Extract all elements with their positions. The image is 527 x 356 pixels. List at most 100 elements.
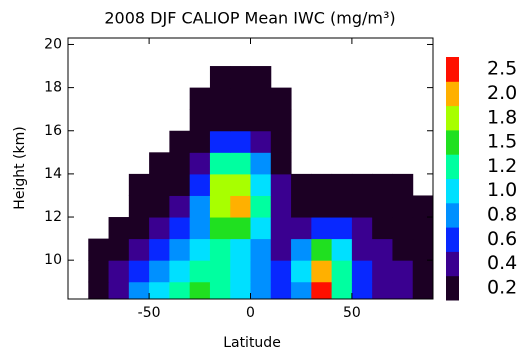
heat-cell	[270, 217, 292, 240]
heat-cell	[331, 173, 353, 196]
heat-cell	[230, 87, 251, 110]
heat-cell	[169, 238, 191, 261]
heat-cell	[209, 173, 231, 196]
colorbar-block	[446, 81, 459, 107]
heat-cell	[250, 109, 272, 132]
heat-cell	[149, 217, 170, 240]
heat-cell	[149, 195, 170, 218]
heat-cell	[250, 195, 272, 218]
heat-cell	[311, 238, 333, 261]
heat-cell	[351, 281, 373, 299]
heat-cell	[250, 281, 272, 299]
heat-cell	[108, 217, 130, 240]
heat-cell	[291, 217, 312, 240]
heat-cell	[169, 130, 191, 153]
heat-cell	[392, 260, 414, 283]
heat-cell	[189, 217, 211, 240]
heat-cell	[149, 152, 170, 175]
heat-cell	[209, 87, 231, 110]
x-tick-label: -50	[138, 305, 161, 321]
colorbar-block	[446, 105, 459, 131]
heat-cell	[412, 238, 433, 261]
heat-cell	[351, 238, 373, 261]
heat-cell	[270, 260, 292, 283]
heat-cell	[331, 195, 353, 218]
heat-cell	[331, 281, 353, 299]
heat-cell	[209, 260, 231, 283]
colorbar-label: 2.0	[487, 82, 517, 104]
heat-cell	[331, 260, 353, 283]
heat-cell	[372, 260, 393, 283]
heat-cell	[189, 238, 211, 261]
heat-cell	[209, 281, 231, 299]
colorbar-label: 0.2	[487, 276, 517, 298]
heat-cell	[392, 217, 414, 240]
heat-cell	[209, 217, 231, 240]
colorbar-block	[446, 154, 459, 179]
y-tick-label: 16	[44, 123, 62, 139]
heat-cell	[270, 130, 292, 153]
heat-cell	[392, 238, 414, 261]
heat-cell	[88, 260, 110, 283]
colorbar-block	[446, 178, 459, 204]
heat-cell	[291, 238, 312, 261]
heat-cell	[169, 195, 191, 218]
heat-cell	[270, 152, 292, 175]
heat-cell	[270, 109, 292, 132]
colorbar-block	[446, 129, 459, 155]
heat-cell	[372, 217, 393, 240]
heatmap	[88, 66, 433, 299]
y-tick-label: 14	[44, 166, 62, 182]
heat-cell	[372, 281, 393, 299]
heat-cell	[230, 281, 251, 299]
heat-cell	[169, 152, 191, 175]
x-axis-label: Latitude	[223, 335, 281, 351]
heat-cell	[169, 281, 191, 299]
heat-cell	[209, 66, 231, 89]
heat-cell	[412, 195, 433, 218]
heat-cell	[88, 238, 110, 261]
heat-cell	[412, 281, 433, 299]
heat-cell	[169, 260, 191, 283]
heat-cell	[250, 217, 272, 240]
heat-cell	[412, 260, 433, 283]
heat-cell	[311, 173, 333, 196]
heat-cell	[270, 238, 292, 261]
heat-cell	[230, 109, 251, 132]
heat-cell	[230, 130, 251, 153]
heat-cell	[351, 195, 373, 218]
heat-cell	[189, 152, 211, 175]
heat-cell	[230, 173, 251, 196]
colorbar-block	[446, 202, 459, 228]
heat-cell	[169, 217, 191, 240]
heat-cell	[250, 260, 272, 283]
heat-cell	[149, 281, 170, 299]
heat-cell	[291, 173, 312, 196]
heat-cell	[189, 173, 211, 196]
heat-cell	[250, 173, 272, 196]
heat-cell	[372, 195, 393, 218]
heat-cell	[108, 238, 130, 261]
heat-cell	[392, 195, 414, 218]
heat-cell	[250, 66, 272, 89]
heat-cell	[230, 66, 251, 89]
heat-cell	[209, 130, 231, 153]
colorbar-block	[446, 275, 459, 301]
heat-cell	[128, 217, 150, 240]
colorbar-block	[446, 227, 459, 252]
heat-cell	[169, 173, 191, 196]
y-axis-label: Height (km)	[12, 126, 28, 209]
heat-cell	[128, 238, 150, 261]
y-tick-label: 10	[44, 252, 62, 268]
heat-cell	[351, 173, 373, 196]
heat-cell	[189, 281, 211, 299]
heat-cell	[270, 87, 292, 110]
heat-cell	[250, 130, 272, 153]
heat-cell	[108, 260, 130, 283]
heat-cell	[189, 195, 211, 218]
heat-cell	[149, 238, 170, 261]
heat-cell	[351, 260, 373, 283]
heat-cell	[331, 217, 353, 240]
heat-cell	[209, 195, 231, 218]
